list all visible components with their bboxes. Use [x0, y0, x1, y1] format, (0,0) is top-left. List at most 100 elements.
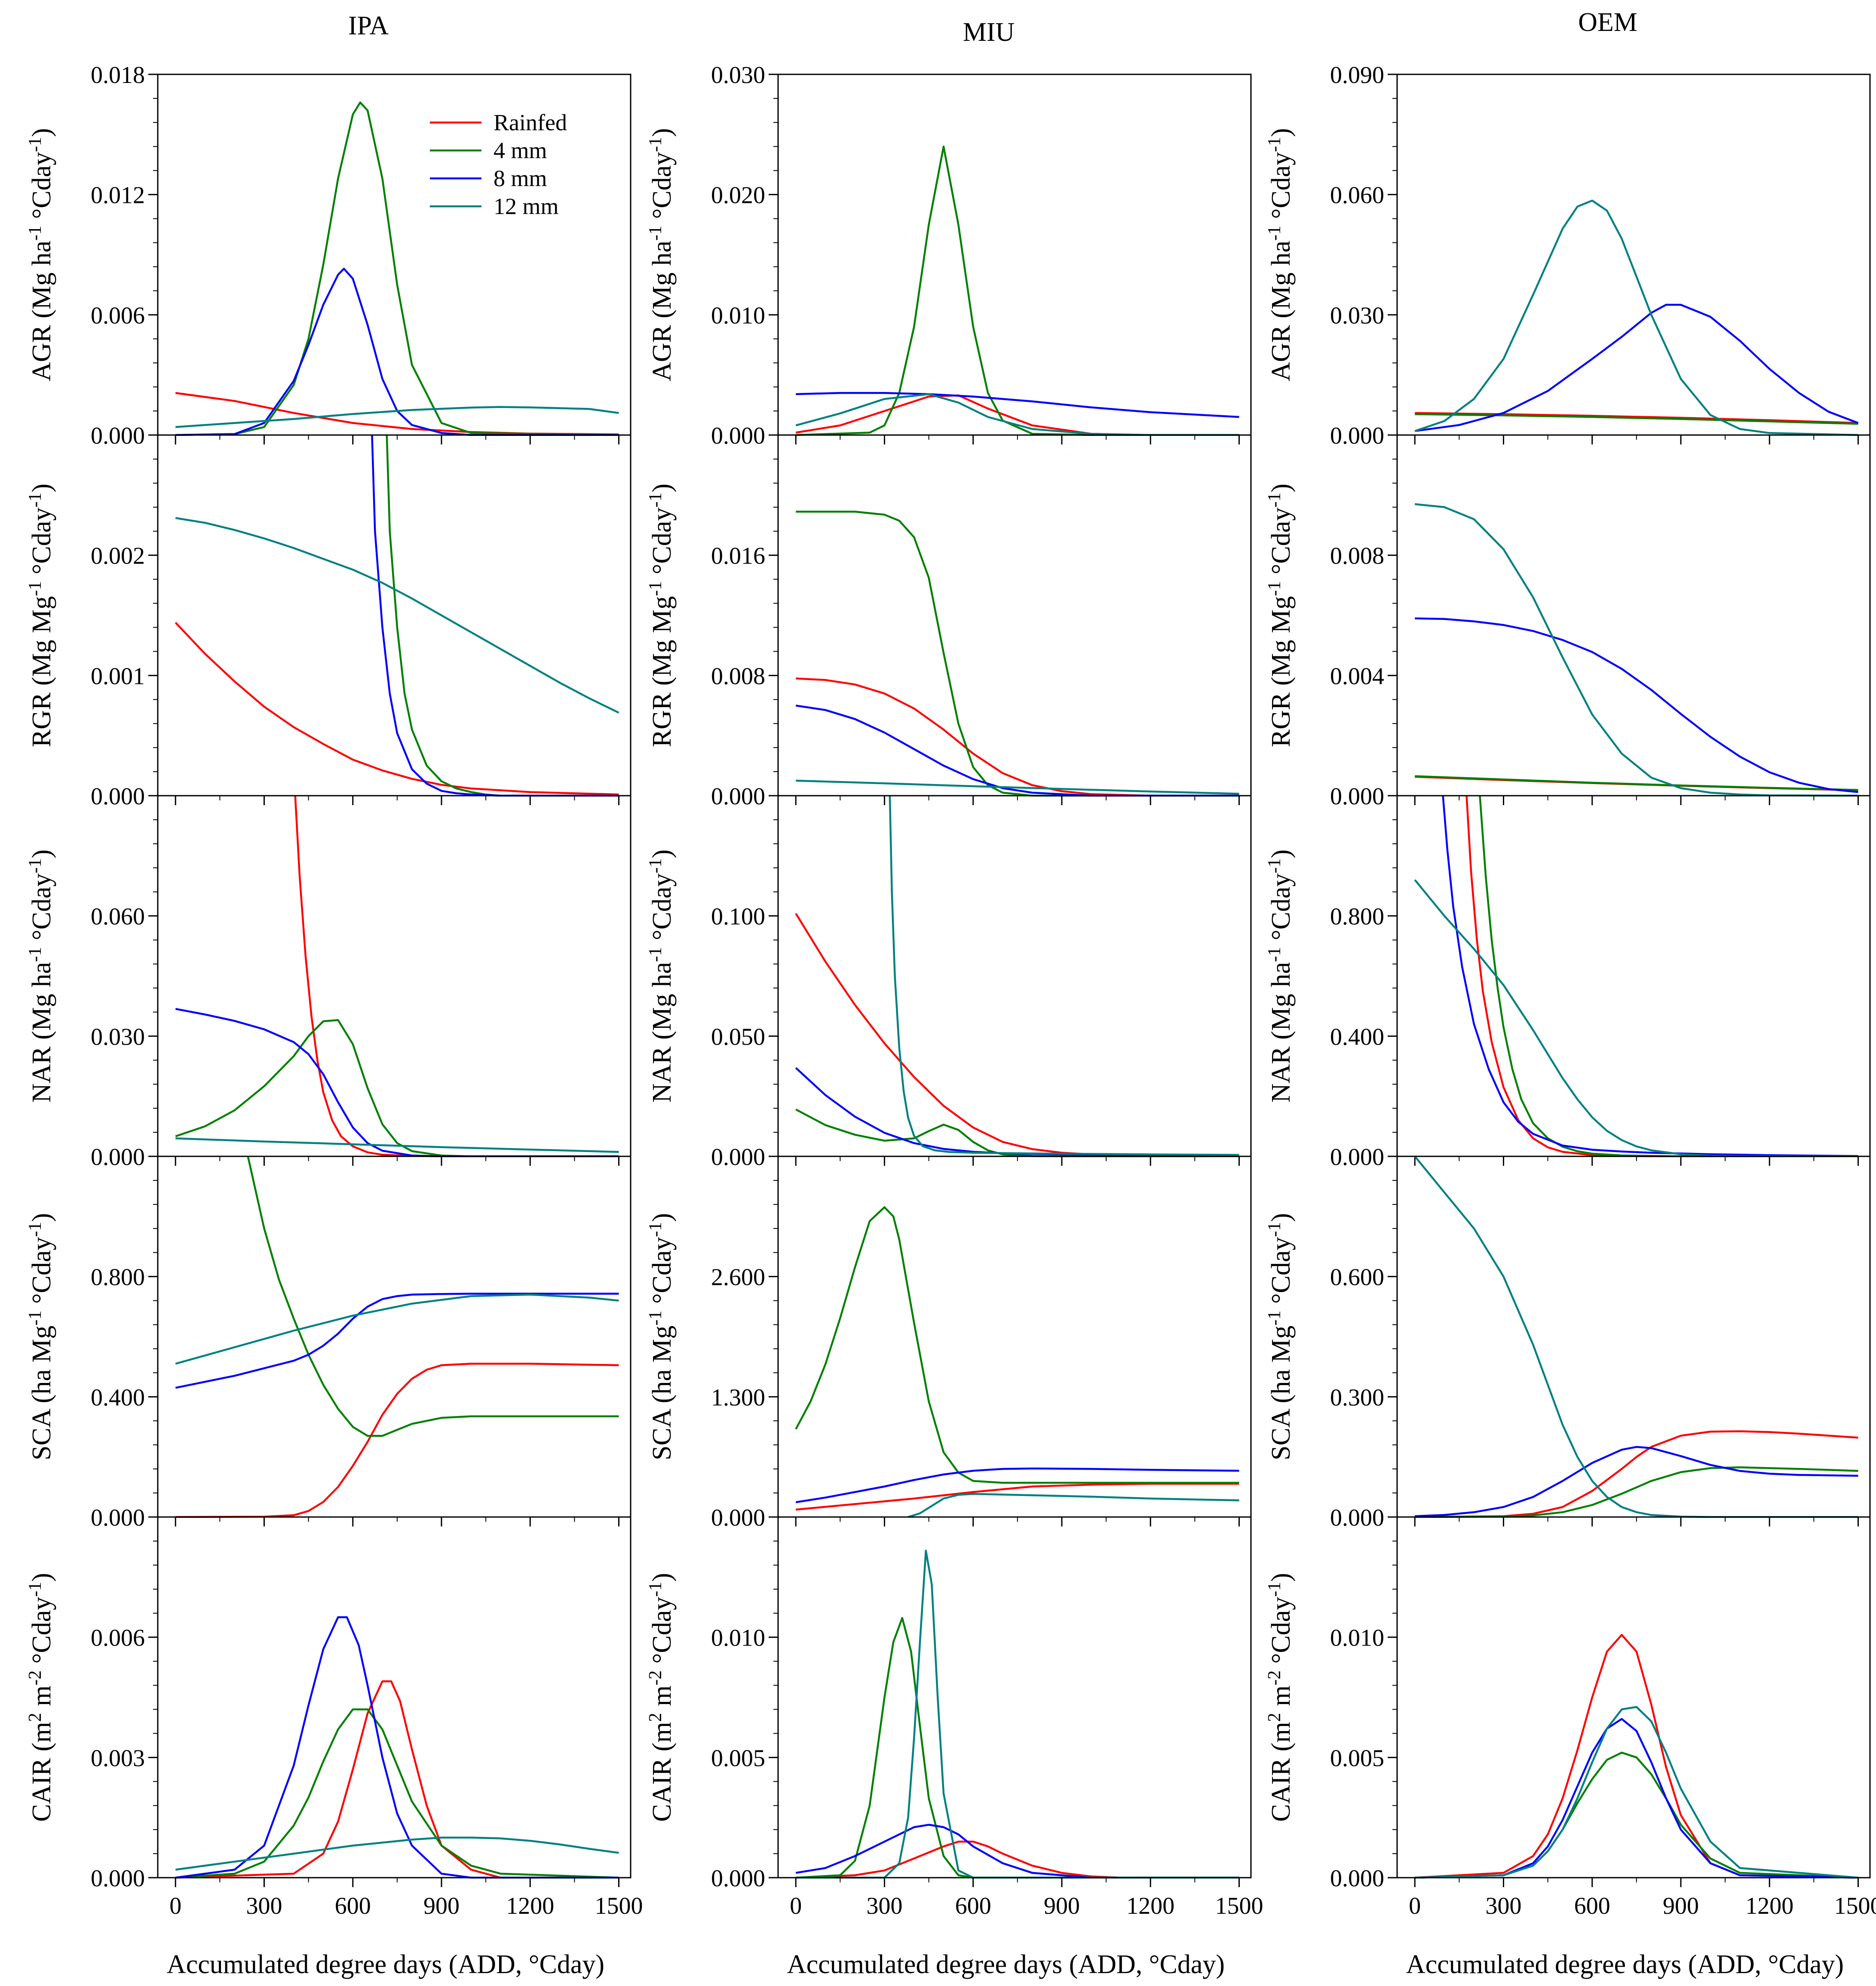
x-tick-label: 1200: [1745, 1893, 1793, 1919]
y-axis-label: RGR (Mg Mg-1 °Cday-1): [1265, 484, 1296, 747]
y-label-text: °Cday: [647, 152, 677, 226]
plot-frame: [158, 1156, 631, 1517]
y-label-text: CAIR (m: [647, 1722, 677, 1822]
y-label-superscript: -2: [1265, 1670, 1284, 1686]
y-label-superscript: -1: [646, 858, 665, 873]
y-tick-label: 0.000: [91, 783, 145, 810]
x-tick-label: 900: [423, 1893, 460, 1919]
y-label-text: AGR (Mg ha: [647, 241, 677, 381]
y-tick-label: 0.030: [711, 62, 765, 89]
y-label-text: ): [1266, 1213, 1296, 1222]
series-line-oem-agr-12mm: [1415, 201, 1858, 435]
series-line-ipa-sca-rainfed: [175, 1364, 619, 1517]
y-label-text: °Cday: [27, 873, 56, 947]
y-label-superscript: 2: [646, 1713, 665, 1722]
y-label-superscript: -1: [25, 137, 45, 152]
series-line-oem-nar-12mm: [1415, 880, 1858, 1156]
plot-frame: [778, 796, 1251, 1156]
x-tick-label: 900: [1663, 1893, 1699, 1919]
y-tick-label: 0.800: [91, 1264, 145, 1291]
y-label-text: RGR (Mg Mg: [1266, 596, 1296, 747]
y-label-text: ): [27, 484, 56, 493]
y-label-text: ): [647, 849, 677, 858]
series-line-miu-agr-8mm: [796, 393, 1239, 417]
series-line-miu-cair-rainfed: [796, 1842, 1239, 1878]
y-label-superscript: -1: [1265, 1311, 1284, 1326]
y-label-superscript: -1: [25, 858, 45, 873]
series-line-oem-nar-8mm: [1443, 796, 1858, 1156]
y-tick-label: 0.050: [711, 1024, 765, 1050]
x-tick-label: 300: [1486, 1893, 1522, 1919]
series-line-ipa-cair-4mm: [175, 1710, 619, 1878]
y-tick-label: 0.400: [1330, 1024, 1384, 1050]
x-tick-label: 1200: [506, 1893, 554, 1919]
y-label-text: SCA (ha Mg: [1266, 1326, 1296, 1460]
y-label-superscript: -1: [1265, 1222, 1284, 1237]
y-label-superscript: -1: [1265, 581, 1284, 596]
series-line-miu-rgr-rainfed: [796, 678, 1239, 796]
x-tick-label: 300: [867, 1893, 903, 1919]
y-tick-label: 0.006: [91, 1625, 145, 1652]
y-tick-label: 0.004: [1330, 663, 1384, 690]
plot-frame: [1397, 1517, 1870, 1878]
y-label-superscript: -1: [25, 581, 45, 596]
y-label-superscript: -1: [646, 493, 665, 508]
series-line-oem-cair-rainfed: [1415, 1635, 1858, 1878]
y-tick-label: 0.030: [1330, 302, 1384, 329]
series-line-oem-agr-8mm: [1415, 305, 1858, 431]
x-tick-label: 0: [169, 1893, 181, 1919]
panel-ipa-rgr: 0.000 0.001 0.002 RGR (Mg Mg-1 °Cday-1): [25, 435, 631, 810]
y-tick-label: 0.100: [711, 904, 765, 930]
y-tick-label: 0.000: [711, 1144, 765, 1171]
series-line-ipa-rgr-4mm: [387, 435, 619, 796]
column-title-ipa: IPA: [348, 11, 389, 40]
y-axis-label: RGR (Mg Mg-1 °Cday-1): [25, 484, 56, 747]
series-line-ipa-agr-rainfed: [175, 393, 619, 435]
y-axis-label: RGR (Mg Mg-1 °Cday-1): [646, 484, 677, 747]
x-axis-label: Accumulated degree days (ADD, °Cday): [1406, 1950, 1844, 1979]
y-label-text: °Cday: [27, 1237, 56, 1311]
y-tick-label: 0.010: [711, 302, 765, 329]
x-tick-label: 1500: [1834, 1893, 1876, 1919]
y-label-text: m: [27, 1686, 56, 1713]
y-tick-label: 0.010: [1330, 1625, 1384, 1652]
series-line-oem-nar-rainfed: [1467, 796, 1858, 1156]
y-label-text: ): [1266, 128, 1296, 137]
y-label-text: °Cday: [1266, 508, 1296, 581]
y-label-text: °Cday: [647, 1237, 677, 1311]
y-label-text: °Cday: [1266, 152, 1296, 226]
plot-frame: [1397, 796, 1870, 1156]
series-line-ipa-agr-4mm: [175, 102, 619, 435]
x-tick-label: 300: [246, 1893, 282, 1919]
y-label-superscript: -1: [1265, 858, 1284, 873]
y-tick-label: 0.002: [91, 543, 145, 570]
y-label-superscript: -1: [646, 1222, 665, 1237]
y-axis-label: AGR (Mg ha-1 °Cday-1): [25, 128, 56, 381]
y-tick-label: 0.030: [91, 1024, 145, 1050]
series-line-ipa-nar-8mm: [175, 1009, 619, 1156]
y-label-text: ): [27, 849, 56, 858]
y-label-superscript: 2: [1265, 1713, 1284, 1722]
plot-frame: [778, 1517, 1251, 1878]
y-label-superscript: -1: [1265, 226, 1284, 241]
y-tick-label: 0.005: [1330, 1745, 1384, 1771]
legend-label: Rainfed: [494, 110, 567, 135]
y-label-superscript: 2: [25, 1713, 45, 1722]
series-line-ipa-nar-4mm: [175, 1020, 619, 1156]
y-tick-label: 0.000: [91, 1865, 145, 1892]
y-axis-label: NAR (Mg ha-1 °Cday-1): [646, 849, 677, 1103]
y-label-superscript: -1: [646, 226, 665, 241]
series-line-miu-nar-8mm: [796, 1068, 1239, 1155]
series-line-ipa-nar-rainfed: [295, 796, 619, 1156]
y-tick-label: 0.001: [91, 663, 145, 690]
y-tick-label: 0.400: [91, 1384, 145, 1411]
y-label-text: RGR (Mg Mg: [647, 596, 677, 747]
series-line-miu-sca-4mm: [796, 1207, 1239, 1483]
series-line-miu-nar-12mm: [890, 796, 1239, 1155]
series-line-miu-rgr-12mm: [796, 781, 1239, 794]
legend-label: 8 mm: [494, 166, 547, 191]
